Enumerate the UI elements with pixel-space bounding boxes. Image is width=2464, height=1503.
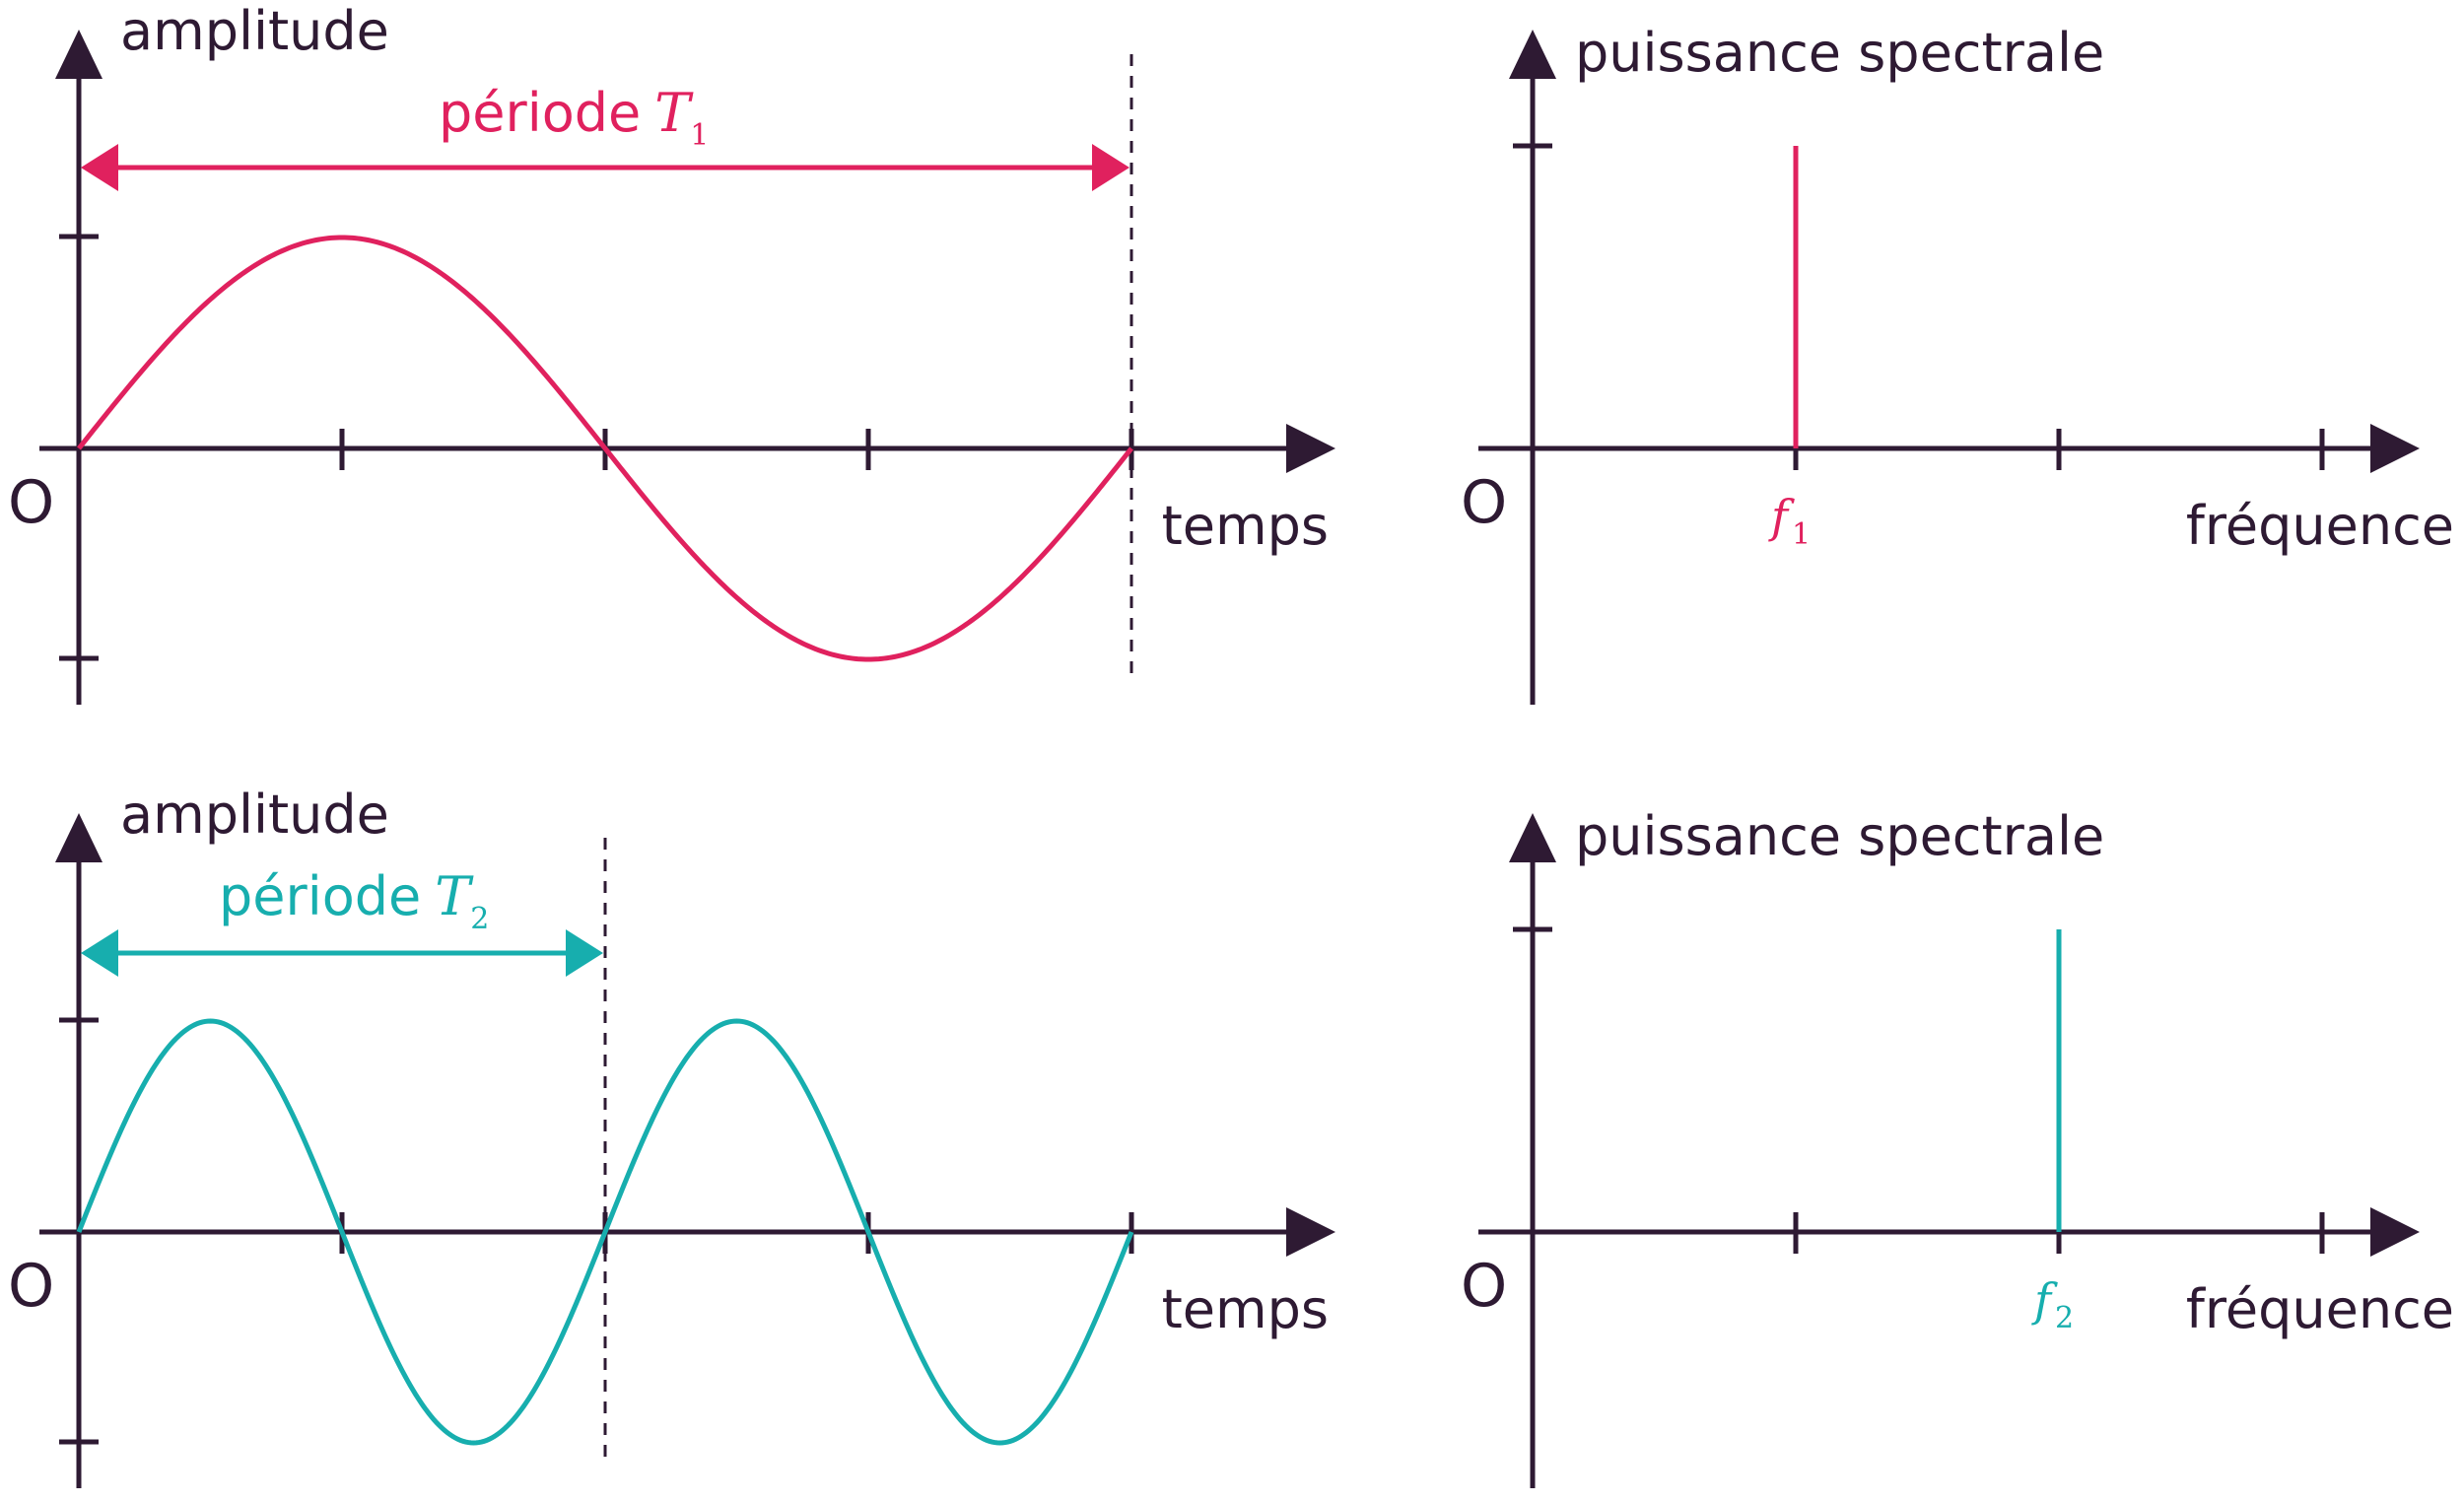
wave2-y-arrowhead	[55, 813, 103, 862]
spectrum2-origin-label: O	[1461, 1252, 1507, 1321]
wave1-period-arrowhead-left	[81, 144, 118, 191]
wave1-period-text: période	[439, 82, 641, 144]
wave1-period-arrowhead-right	[1092, 144, 1129, 191]
wave2-period-text: période	[219, 865, 421, 927]
wave1-panel: période T1 amplitude temps O	[8, 0, 1335, 705]
wave1-origin-label: O	[8, 468, 54, 537]
wave2-panel: période T2 amplitude temps O	[8, 784, 1335, 1488]
spectrum1-freq-sub: 1	[1792, 517, 1811, 552]
wave1-period-symbol: T	[654, 82, 694, 144]
wave1-x-label: temps	[1162, 495, 1329, 557]
spectrum1-freq-symbol: f	[1768, 490, 1795, 543]
wave2-y-label: amplitude	[120, 784, 389, 846]
spectrum2-x-label: fréquence	[2186, 1278, 2454, 1340]
wave2-curve	[76, 1018, 1134, 1446]
wave1-y-label: amplitude	[120, 0, 389, 62]
spectrum1-y-arrowhead	[1509, 30, 1556, 79]
spectrum1-x-arrowhead	[2370, 424, 2420, 473]
spectrum2-freq-sub: 2	[2055, 1301, 2074, 1335]
wave1-period-label: période T1	[439, 82, 709, 153]
wave1-period-sub: 1	[690, 118, 709, 153]
spectrum2-y-label: puissance spectrale	[1575, 805, 2104, 867]
wave1-curve	[77, 235, 1133, 662]
spectrum1-origin-label: O	[1461, 468, 1507, 537]
spectrum2-y-arrowhead	[1509, 813, 1556, 862]
wave2-period-label: période T2	[219, 865, 489, 936]
wave2-period-symbol: T	[435, 865, 474, 927]
spectrum2-freq-symbol: f	[2031, 1273, 2058, 1327]
wave1-x-arrowhead	[1286, 424, 1335, 473]
wave2-x-arrowhead	[1286, 1207, 1335, 1257]
spectrum1-x-label: fréquence	[2186, 495, 2454, 557]
wave2-period-sub: 2	[470, 902, 489, 936]
wave1-y-arrowhead	[55, 30, 103, 79]
wave2-origin-label: O	[8, 1252, 54, 1321]
spectrum1-y-label: puissance spectrale	[1575, 22, 2104, 84]
wave2-x-label: temps	[1162, 1278, 1329, 1340]
spectrum2-x-arrowhead	[2370, 1207, 2420, 1257]
wave2-period-arrowhead-right	[566, 929, 603, 977]
wave2-period-arrowhead-left	[81, 929, 118, 977]
